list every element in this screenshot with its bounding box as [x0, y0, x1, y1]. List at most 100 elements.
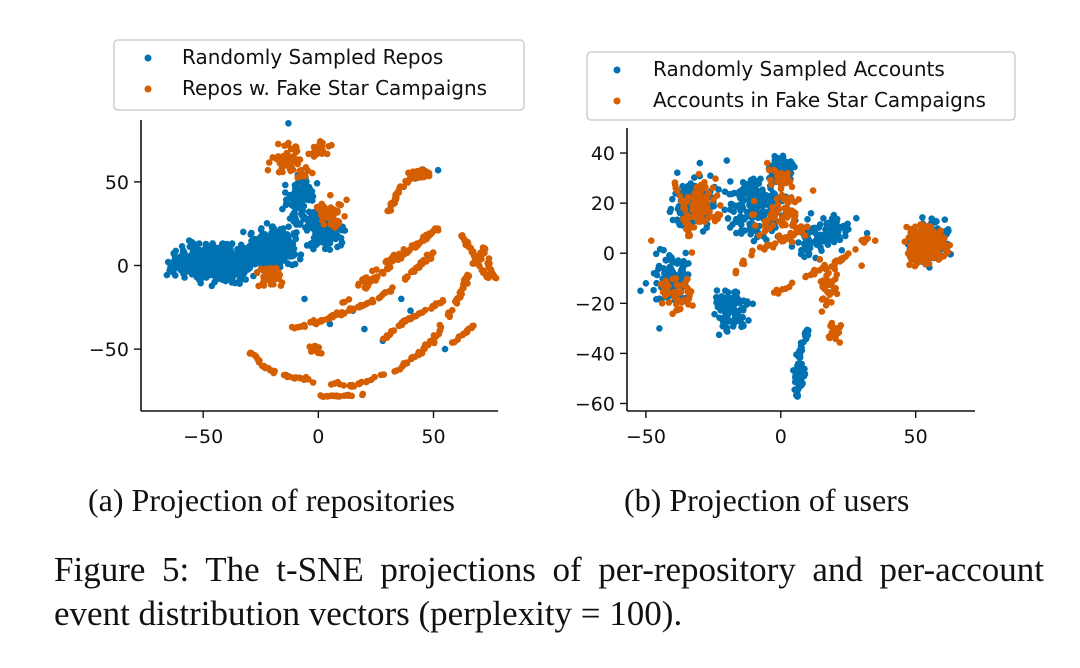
data-point-random	[724, 312, 731, 319]
data-point-fake	[917, 242, 925, 250]
data-point-fake	[697, 193, 705, 200]
data-point-random	[237, 241, 245, 249]
data-point-fake	[324, 214, 332, 221]
data-point-random	[838, 247, 846, 254]
data-point-random	[667, 205, 675, 213]
data-point-random	[750, 186, 758, 194]
data-point-random	[655, 262, 663, 270]
data-point-random	[272, 255, 279, 262]
data-point-random	[844, 220, 851, 228]
data-point-fake	[776, 236, 784, 244]
data-point-fake	[318, 211, 325, 219]
data-point-fake	[260, 273, 268, 281]
data-point-fake	[396, 250, 403, 258]
data-point-fake	[333, 309, 341, 316]
data-point-random	[212, 276, 220, 284]
data-point-random	[186, 258, 194, 266]
data-point-fake	[334, 207, 341, 215]
data-point-fake	[672, 300, 680, 308]
x-tick-label: 0	[312, 426, 324, 448]
data-point-fake	[764, 241, 771, 248]
data-point-random	[660, 246, 667, 254]
data-point-fake	[407, 315, 414, 323]
data-point-fake	[395, 189, 403, 196]
data-point-random	[302, 215, 310, 222]
data-point-fake	[317, 392, 324, 399]
data-point-random	[724, 318, 732, 325]
data-point-random	[794, 370, 802, 378]
data-point-fake	[764, 159, 771, 167]
data-point-fake	[268, 277, 276, 285]
data-point-fake	[803, 223, 811, 231]
data-point-fake	[415, 262, 423, 270]
data-point-fake	[302, 375, 310, 383]
data-point-random	[163, 271, 171, 279]
data-point-fake	[922, 261, 929, 268]
data-point-random	[301, 295, 308, 303]
y-tick-label: −20	[575, 293, 615, 315]
data-point-random	[721, 188, 729, 195]
data-point-random	[730, 208, 737, 215]
data-point-random	[294, 202, 302, 209]
data-point-fake	[852, 246, 859, 253]
data-point-random	[739, 204, 747, 212]
data-point-fake	[253, 269, 261, 277]
data-point-fake	[346, 382, 354, 390]
data-point-random	[180, 270, 187, 277]
data-point-fake	[765, 225, 772, 232]
data-point-fake	[461, 238, 469, 245]
data-point-random	[269, 223, 276, 230]
data-point-fake	[296, 323, 304, 331]
data-point-random	[652, 250, 660, 258]
data-point-random	[754, 177, 762, 185]
y-tick-label: 0	[603, 243, 615, 265]
data-point-fake	[914, 252, 922, 260]
data-point-random	[327, 233, 335, 240]
data-point-random	[723, 157, 731, 164]
data-point-random	[722, 294, 729, 302]
data-point-random	[771, 190, 778, 198]
data-point-random	[650, 286, 657, 294]
data-point-fake	[710, 213, 717, 221]
legend: Randomly Sampled Accounts Accounts in Fa…	[586, 51, 1016, 121]
data-point-random	[361, 325, 368, 333]
data-point-random	[713, 299, 720, 306]
data-point-fake	[429, 249, 437, 256]
data-point-fake	[432, 225, 439, 232]
data-point-fake	[907, 229, 914, 236]
data-point-fake	[934, 254, 942, 262]
data-point-fake	[492, 274, 500, 282]
data-point-fake	[480, 269, 487, 277]
subcaption-b: (b) Projection of users	[624, 482, 910, 518]
data-point-random	[713, 287, 721, 294]
data-point-fake	[675, 289, 683, 297]
data-point-fake	[779, 213, 787, 221]
data-point-random	[699, 228, 707, 235]
data-point-fake	[343, 196, 350, 204]
data-point-random	[650, 270, 658, 277]
data-point-random	[310, 245, 317, 253]
data-point-fake	[291, 324, 298, 332]
data-point-random	[711, 310, 718, 318]
data-point-fake	[485, 255, 493, 262]
data-point-random	[779, 163, 787, 171]
data-point-fake	[286, 373, 293, 380]
data-point-fake	[697, 207, 704, 215]
data-point-fake	[659, 288, 667, 296]
subcaption-a: (a) Projection of repositories	[88, 482, 455, 518]
data-point-random	[805, 327, 812, 334]
data-point-random	[273, 248, 281, 255]
data-point-fake	[362, 274, 370, 282]
data-point-fake	[696, 218, 704, 225]
data-point-fake	[355, 380, 362, 387]
legend-label-random: Randomly Sampled Repos	[182, 45, 443, 69]
data-point-fake	[710, 196, 717, 204]
data-point-fake	[323, 150, 331, 158]
data-point-random	[284, 260, 292, 267]
data-point-fake	[773, 195, 781, 202]
data-point-fake	[658, 300, 666, 307]
data-point-random	[296, 185, 303, 192]
data-point-fake	[430, 332, 438, 339]
data-point-random	[731, 315, 739, 323]
data-point-random	[739, 179, 747, 186]
